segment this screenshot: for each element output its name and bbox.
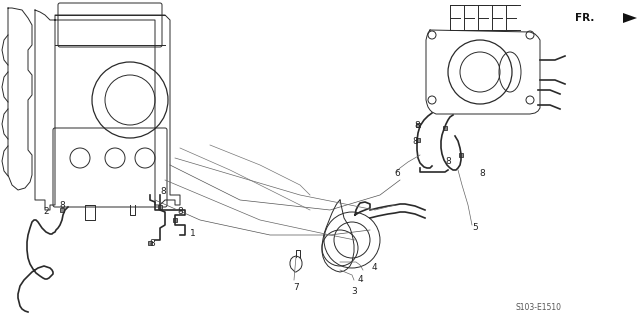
Text: 8: 8 [479,169,485,179]
Text: 1: 1 [190,228,196,238]
Text: 8: 8 [149,239,155,248]
Bar [60,208,64,212]
Text: 8: 8 [59,201,65,210]
Text: 5: 5 [472,224,478,233]
FancyArrow shape [603,13,637,23]
Bar [157,205,163,209]
Bar [173,218,177,222]
Text: 8: 8 [177,207,183,217]
Text: 6: 6 [394,169,400,179]
Text: S103-E1510: S103-E1510 [515,303,561,313]
Text: 4: 4 [371,263,377,272]
Text: 8: 8 [160,187,166,196]
Text: 8: 8 [414,122,420,130]
Text: 4: 4 [357,276,363,285]
Text: 3: 3 [351,287,357,296]
Text: 7: 7 [293,284,299,293]
Bar [443,126,447,130]
Text: 2: 2 [43,207,49,217]
Bar [148,241,152,245]
Bar [416,138,420,142]
Bar [459,153,463,157]
Text: 8: 8 [412,137,418,145]
Text: 8: 8 [445,158,451,167]
Bar [416,123,420,127]
Text: FR.: FR. [575,13,595,23]
